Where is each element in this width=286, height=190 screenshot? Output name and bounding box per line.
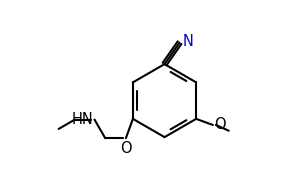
Text: HN: HN — [72, 112, 94, 127]
Text: N: N — [182, 34, 193, 49]
Text: O: O — [214, 117, 225, 132]
Text: O: O — [120, 141, 132, 156]
